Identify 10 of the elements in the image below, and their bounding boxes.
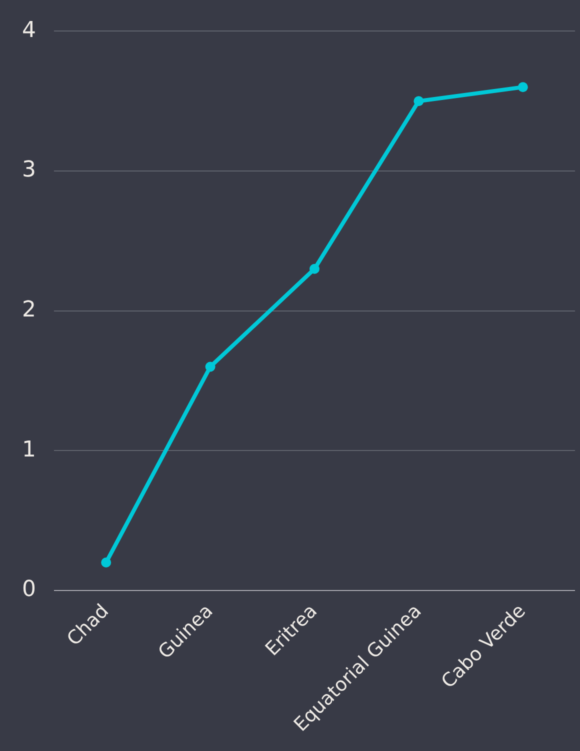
point: [414, 96, 424, 106]
point: [310, 264, 320, 274]
y-tick-label: 3: [22, 158, 36, 183]
y-tick-label: 4: [22, 18, 36, 43]
y-tick-label: 2: [22, 298, 36, 323]
point: [205, 362, 216, 372]
point: [518, 82, 528, 92]
y-tick-label: 0: [22, 577, 36, 602]
point: [101, 558, 112, 568]
y-tick-label: 1: [22, 437, 36, 462]
